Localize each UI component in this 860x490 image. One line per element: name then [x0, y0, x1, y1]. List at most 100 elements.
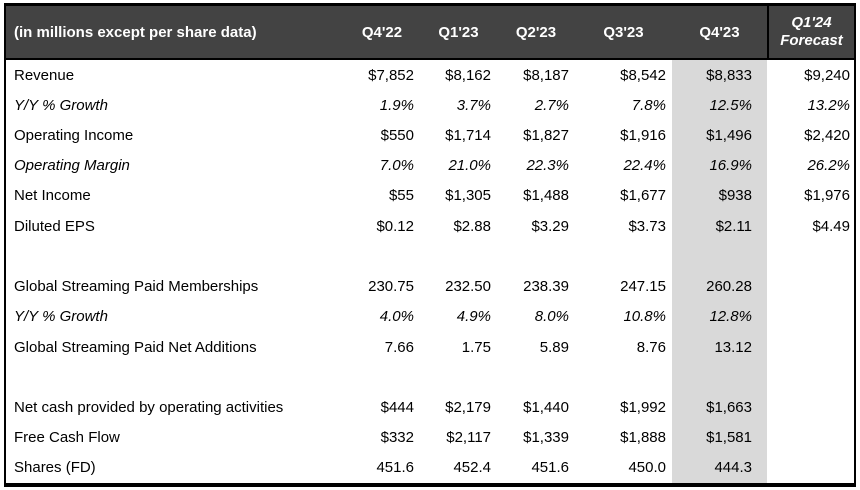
cell-value: 26.2%: [807, 157, 850, 175]
cell-value: [767, 362, 854, 392]
cell-value: 1.9%: [379, 96, 414, 114]
cell-value: 451.6: [531, 459, 569, 477]
cell-value: $332: [380, 429, 414, 447]
row-label: [6, 362, 344, 392]
cell-value: 21.0%: [448, 157, 491, 175]
table-row: Shares (FD) 451.6 452.4 451.6 450.0 444.3: [6, 452, 854, 484]
forecast-header-line2: Forecast: [780, 32, 843, 49]
cell-value: $1,992: [620, 399, 666, 417]
cell-value: $7,852: [368, 66, 414, 84]
cell-value: $1,888: [620, 429, 666, 447]
cell-value: $2.88: [453, 217, 491, 235]
table-row: Net cash provided by operating activitie…: [6, 392, 854, 423]
cell-value: 8.76: [636, 338, 666, 356]
cell-value: 7.0%: [379, 157, 414, 175]
cell-value: $3.29: [531, 217, 569, 235]
cell-value: $1,488: [523, 187, 569, 205]
column-header-q4-22: Q4'22: [361, 23, 403, 41]
cell-value: 232.50: [445, 278, 491, 296]
cell-value: 7.8%: [631, 96, 666, 114]
cell-value-highlighted: [672, 362, 767, 393]
cell-value: $8,187: [523, 66, 569, 84]
cell-value: $2,420: [804, 127, 850, 145]
column-header-q3-23: Q3'23: [603, 23, 644, 41]
cell-value-highlighted: 12.8%: [672, 301, 767, 332]
cell-value: 7.66: [384, 338, 414, 356]
cell-value: [344, 241, 420, 271]
row-label: Net Income: [14, 187, 91, 205]
row-label: Global Streaming Paid Memberships: [14, 278, 259, 296]
cell-value: [344, 362, 420, 392]
table: (in millions except per share data) Q4'2…: [4, 3, 856, 487]
cell-value: 4.0%: [379, 308, 414, 326]
cell-value: 450.0: [628, 459, 666, 477]
cell-value: [767, 272, 854, 302]
cell-value: $1,976: [804, 187, 850, 205]
cell-value: 2.7%: [534, 96, 569, 114]
row-label: Shares (FD): [14, 459, 96, 477]
cell-value: 5.89: [539, 338, 569, 356]
cell-value: $4.49: [812, 217, 850, 235]
cell-value: $0.12: [376, 217, 414, 235]
forecast-header-line1: Q1'24: [791, 14, 832, 31]
cell-value: [767, 302, 854, 332]
cell-value: [767, 392, 854, 422]
cell-value: 238.39: [523, 278, 569, 296]
cell-value: 22.4%: [623, 157, 666, 175]
cell-value: 452.4: [453, 459, 491, 477]
column-header-q1-23: Q1'23: [438, 23, 479, 41]
row-label: Operating Income: [14, 127, 134, 145]
column-header-q1-24-forecast: Q1'24 Forecast: [767, 6, 854, 58]
cell-value-highlighted: $8,833: [672, 60, 767, 91]
column-header-q4-23: Q4'23: [699, 23, 740, 41]
cell-value: $1,305: [445, 187, 491, 205]
cell-value: $1,827: [523, 127, 569, 145]
cell-value: $550: [380, 127, 414, 145]
cell-value: [767, 453, 854, 483]
row-label: [6, 241, 344, 271]
spacer-row: [6, 241, 854, 272]
cell-value: 230.75: [368, 278, 414, 296]
cell-value: $2,117: [446, 429, 491, 447]
cell-value-highlighted: $2.11: [672, 211, 767, 242]
table-header-row: (in millions except per share data) Q4'2…: [6, 6, 854, 60]
cell-value: $3.73: [628, 217, 666, 235]
cell-value: 1.75: [461, 338, 491, 356]
cell-value: $1,339: [523, 429, 569, 447]
row-label: Revenue: [14, 66, 75, 84]
table-row: Net Income $55 $1,305 $1,488 $1,677 $938 $1,97…: [6, 180, 854, 212]
cell-value: $55: [388, 187, 414, 205]
row-label: Diluted EPS: [14, 217, 95, 235]
row-label: Free Cash Flow: [14, 429, 120, 447]
cell-value: [575, 241, 672, 271]
cell-value-highlighted: 13.12: [672, 331, 767, 363]
cell-value: $1,916: [620, 127, 666, 145]
table-row: Operating Income $550 $1,714 $1,827 $1,916 $1…: [6, 120, 854, 151]
cell-value-highlighted: $1,663: [672, 392, 767, 423]
cell-value: $1,677: [620, 187, 666, 205]
cell-value: [767, 241, 854, 271]
cell-value: $8,542: [620, 66, 666, 84]
cell-value: [497, 362, 575, 392]
cell-value: $2,179: [445, 399, 491, 417]
cell-value: $1,440: [523, 399, 569, 417]
cell-value: $1,714: [445, 127, 491, 145]
cell-value: [420, 241, 497, 271]
cell-value-highlighted: [672, 241, 767, 272]
cell-value-highlighted: 12.5%: [672, 90, 767, 121]
cell-value: $444: [380, 399, 414, 417]
cell-value-highlighted: 16.9%: [672, 150, 767, 181]
row-label: Net cash provided by operating activitie…: [14, 399, 284, 417]
cell-value-highlighted: $1,496: [672, 120, 767, 151]
cell-value-highlighted: 260.28: [672, 271, 767, 302]
cell-value: 13.2%: [807, 96, 850, 114]
spacer-row: [6, 362, 854, 393]
cell-value: 4.9%: [456, 308, 491, 326]
row-label: Y/Y % Growth: [14, 96, 108, 114]
table-row: Global Streaming Paid Memberships 230.75 2…: [6, 271, 854, 302]
cell-value: [497, 241, 575, 271]
table-row: Diluted EPS $0.12 $2.88 $3.29 $3.73 $2.11 $4.4…: [6, 211, 854, 242]
cell-value: 247.15: [620, 278, 666, 296]
cell-value: 22.3%: [526, 157, 569, 175]
